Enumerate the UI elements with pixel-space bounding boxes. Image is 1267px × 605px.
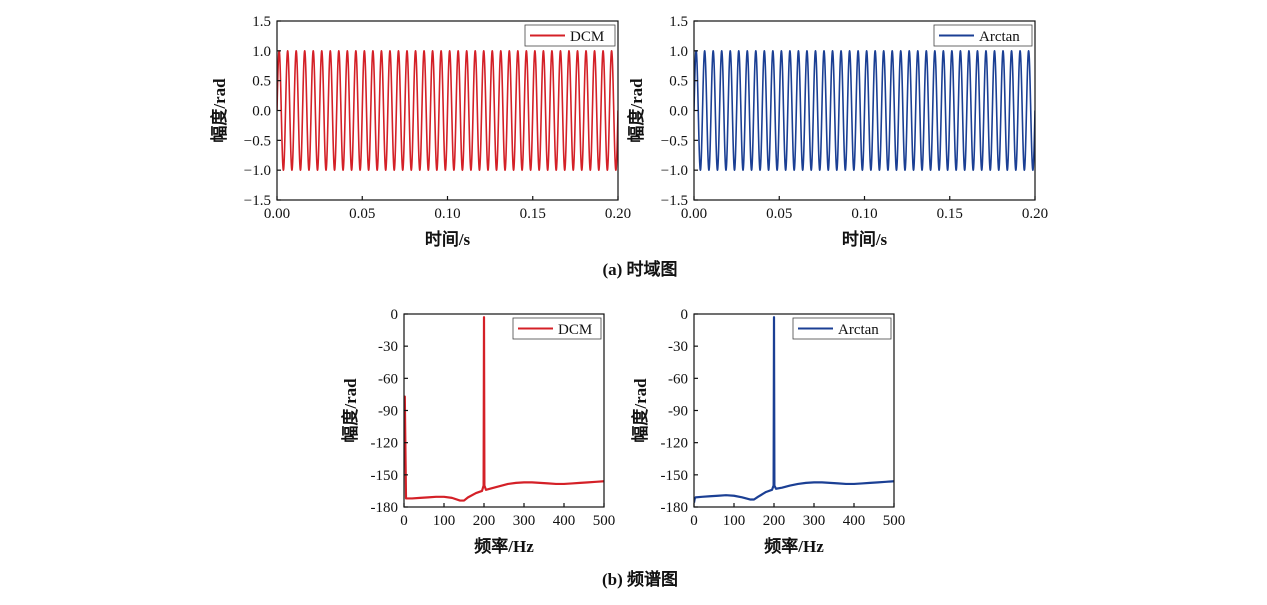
y-tick-label: −0.5 [244, 133, 271, 149]
x-tick-label: 400 [553, 513, 576, 529]
legend-box [512, 317, 602, 340]
legend: Arctan [792, 317, 892, 340]
legend-box [933, 24, 1033, 47]
y-tick-label: −1.0 [244, 163, 271, 179]
y-axis-label: 幅度/rad [209, 78, 229, 143]
y-axis-label: 幅度/rad [626, 78, 646, 143]
y-tick-label: −1.5 [661, 193, 688, 209]
x-axis-label: 时间/s [842, 229, 888, 249]
series-line-0 [404, 316, 604, 502]
legend: DCM [512, 317, 602, 340]
y-tick-label: 0.5 [669, 74, 688, 90]
y-tick-label: -180 [371, 500, 399, 516]
x-tick-label: 0.05 [766, 206, 792, 222]
y-tick-label: -120 [371, 436, 399, 452]
x-tick-label: 0.15 [520, 206, 546, 222]
caption-spectrum: (b) 频谱图 [602, 569, 678, 589]
caption-time-domain: (a) 时域图 [602, 259, 677, 279]
x-tick-label: 400 [843, 513, 866, 529]
y-tick-label: -30 [378, 339, 398, 355]
x-tick-label: 0.00 [264, 206, 290, 222]
y-tick-label: -60 [668, 371, 688, 387]
y-tick-label: 0.0 [669, 104, 688, 120]
y-tick-label: 0.5 [252, 74, 271, 90]
y-tick-label: -90 [668, 404, 688, 420]
chart-time-arctan: 1.5 1.0 0.5 0.0 −0.5 −1.0 −1.50.00 0.05 0.10 0.15… [626, 14, 1048, 249]
y-axis-label: 幅度/rad [340, 378, 360, 443]
y-tick-label: -30 [668, 339, 688, 355]
series-line-0 [694, 50, 1035, 171]
legend-label: Arctan [979, 29, 1020, 45]
legend-label: Arctan [838, 322, 879, 338]
plot-frame [403, 313, 605, 508]
x-tick-label: 0 [400, 513, 408, 529]
series-line-0 [694, 316, 894, 503]
y-tick-label: -150 [661, 468, 689, 484]
legend: Arctan [933, 24, 1033, 47]
x-tick-label: 0.10 [434, 206, 460, 222]
y-tick-label: 1.5 [669, 14, 688, 30]
x-tick-label: 500 [883, 513, 906, 529]
legend-box [524, 24, 616, 47]
y-tick-label: -60 [378, 371, 398, 387]
y-tick-label: 0.0 [252, 104, 271, 120]
x-tick-label: 200 [763, 513, 786, 529]
plot-frame [693, 313, 895, 508]
legend-label: DCM [570, 29, 604, 45]
y-tick-label: −1.0 [661, 163, 688, 179]
y-tick-label: −1.5 [244, 193, 271, 209]
y-tick-label: 1.0 [669, 44, 688, 60]
y-tick-label: 0 [681, 307, 689, 323]
x-tick-label: 0.15 [937, 206, 963, 222]
x-tick-label: 0.20 [1022, 206, 1048, 222]
x-tick-label: 300 [513, 513, 536, 529]
y-tick-label: 1.5 [252, 14, 271, 30]
y-tick-label: −0.5 [661, 133, 688, 149]
x-tick-label: 500 [593, 513, 616, 529]
series-line-0 [277, 50, 618, 171]
y-tick-label: 0 [391, 307, 399, 323]
x-tick-label: 100 [723, 513, 746, 529]
x-tick-label: 0 [690, 513, 698, 529]
x-tick-label: 100 [433, 513, 456, 529]
x-axis-label: 频率/Hz [474, 536, 534, 556]
legend: DCM [524, 24, 616, 47]
y-tick-label: 1.0 [252, 44, 271, 60]
x-tick-label: 0.05 [349, 206, 375, 222]
chart-time-dcm: 1.5 1.0 0.5 0.0 −0.5 −1.0 −1.50.00 0.05 0.10 0.15… [209, 14, 631, 249]
y-tick-label: -150 [371, 468, 399, 484]
x-tick-label: 200 [473, 513, 496, 529]
legend-label: DCM [558, 322, 592, 338]
x-tick-label: 300 [803, 513, 826, 529]
y-tick-label: -180 [661, 500, 689, 516]
x-axis-label: 频率/Hz [764, 536, 824, 556]
x-tick-label: 0.20 [605, 206, 631, 222]
legend-box [792, 317, 892, 340]
y-tick-label: -120 [661, 436, 689, 452]
x-axis-label: 时间/s [425, 229, 471, 249]
x-tick-label: 0.00 [681, 206, 707, 222]
y-tick-label: -90 [378, 404, 398, 420]
x-tick-label: 0.10 [851, 206, 877, 222]
y-axis-label: 幅度/rad [630, 378, 650, 443]
